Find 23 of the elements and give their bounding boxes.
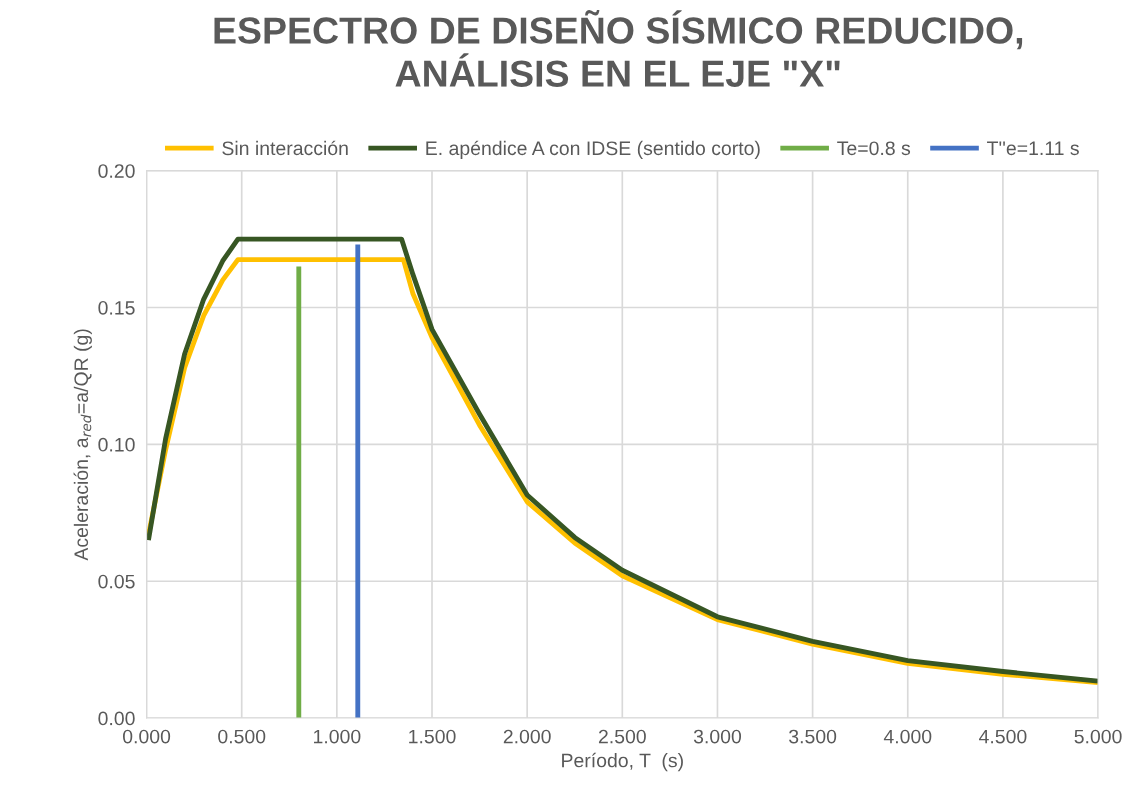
x-tick-label: 3.000 [693,729,742,744]
y-tick-label: 0.00 [98,711,135,726]
x-tick-label: 2.500 [598,729,646,744]
legend-label: Sin interacción [222,140,348,156]
y-tick-label: 0.15 [98,300,135,315]
x-tick-label: 3.500 [789,729,837,744]
x-tick-label: 5.000 [1074,729,1122,744]
chart-title: ESPECTRO DE DISEÑO SÍSMICO REDUCIDO, ANÁLISIS EN EL EJE "X" [214,10,1023,87]
y-tick-label: 0.05 [98,574,135,589]
y-tick-label: 0.10 [98,437,135,452]
x-tick-label: 1.500 [409,729,456,744]
legend-label: Te=0.8 s [837,141,911,156]
x-tick-label: 1.000 [314,729,361,744]
x-tick-label: 0.000 [122,729,171,744]
x-tick-label: 4.000 [883,729,932,744]
x-tick-label: 4.500 [979,729,1027,744]
x-tick-label: 0.500 [218,729,266,744]
x-axis-title: Período, T (s) [562,752,683,772]
x-tick-label: 2.000 [503,729,551,744]
y-axis-title: Aceleración, a$_{red}$=a/QR (g) [73,329,92,561]
y-tick-label: 0.20 [98,164,135,178]
legend-label: E. apéndice A con IDSE (sentido corto) [426,140,760,159]
legend-label: T''e=1.11 s [987,141,1079,156]
